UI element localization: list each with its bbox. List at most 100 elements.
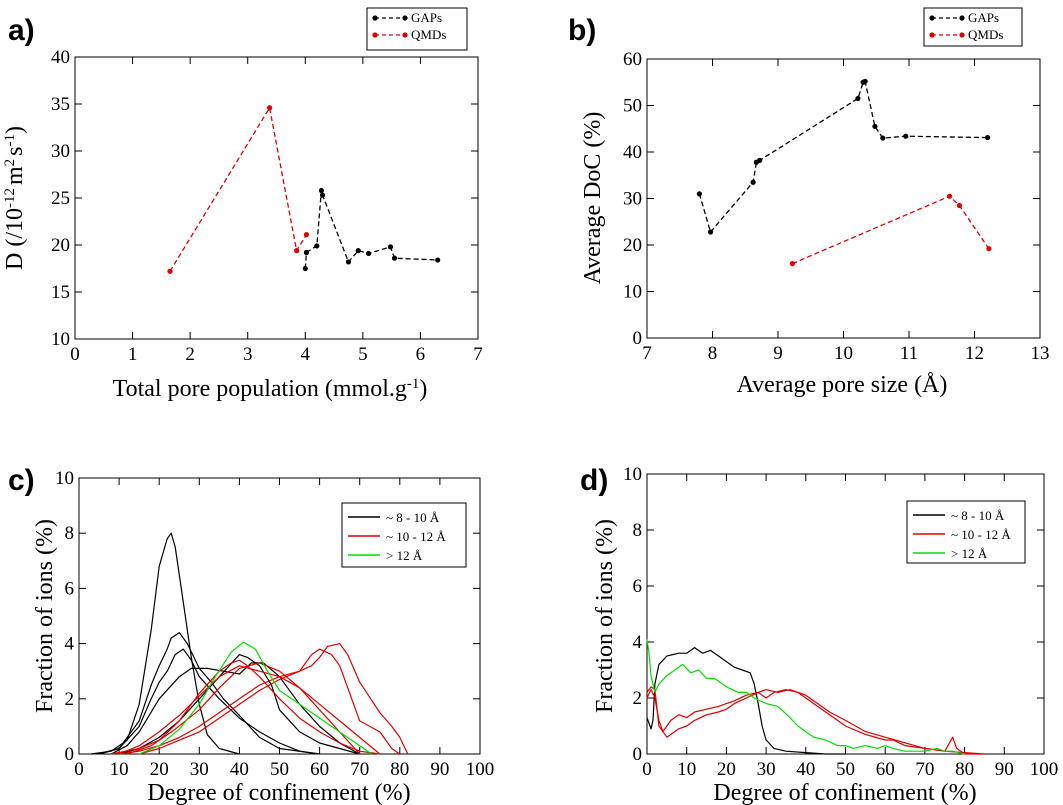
panel-a-legend-marker <box>372 32 378 38</box>
panel-c-ytick-label: 10 <box>55 468 74 489</box>
panel-a-ytick-label: 10 <box>51 329 70 350</box>
panel-b-legend-marker <box>959 32 965 38</box>
panel-a-series-qmds-line <box>169 106 307 272</box>
panel-d-xtick-label: 100 <box>1030 759 1059 780</box>
panel-b-ytick-label: 40 <box>623 142 642 163</box>
panel-b-xtick-label: 7 <box>642 343 652 364</box>
panel-c-ytick-label: 8 <box>65 523 75 544</box>
panel-d-xtick-label: 80 <box>955 759 974 780</box>
panel-a-xlabel: Total pore population (mmol.g-1) <box>113 376 428 402</box>
panel-d-xtick-label: 10 <box>677 759 696 780</box>
panel-a-legend-label: GAPs <box>411 10 442 25</box>
panel-b-series-gaps-point <box>757 157 763 163</box>
panel-a-series-gaps-point <box>302 265 308 272</box>
panel-a-series-gaps-point <box>387 244 394 250</box>
panel-c-curve-group-0 <box>118 653 360 755</box>
panel-c-legend-label: > 12 Å <box>386 548 423 563</box>
panel-c-ytick-label: 2 <box>65 689 75 710</box>
panel-c-curve-group-0 <box>98 648 320 755</box>
panel-b-series <box>696 78 992 267</box>
panel-c-xtick-label: 90 <box>430 759 449 780</box>
panel-a-series-qmds-point <box>167 268 173 274</box>
panel-d-xtick-label: 30 <box>757 759 776 780</box>
panel-d-xtick-label: 50 <box>836 759 855 780</box>
panel-d-ytick-label: 10 <box>623 464 642 485</box>
panel-b-frame <box>646 58 1041 339</box>
panel-d-xtick-label: 20 <box>717 759 736 780</box>
panel-c-xtick-label: 30 <box>190 759 209 780</box>
panel-a-xtick-label: 6 <box>416 344 426 365</box>
panel-a-xtick-label: 5 <box>358 344 368 365</box>
panel-a-legend-label: QMDs <box>411 27 446 42</box>
panel-c-xtick-label: 80 <box>390 759 409 780</box>
panel-c-series <box>90 532 409 755</box>
panel-b-xtick-label: 13 <box>1031 343 1050 364</box>
panel-b-series-qmds-line <box>792 195 990 265</box>
panel-b-legend-box <box>923 7 1023 47</box>
panel-c-xtick-label: 10 <box>110 759 129 780</box>
panel-d-curve-group-1 <box>646 688 985 755</box>
panel-c-xtick-label: 60 <box>310 759 329 780</box>
panel-d-ticks: 0 10 20 30 40 50 60 70 80 90 100 0 2 4 6 8 10 <box>623 464 1058 780</box>
panel-b-ytick-label: 0 <box>633 328 643 349</box>
panel-b-legend-marker <box>959 15 965 21</box>
panel-c-curve-group-1 <box>110 659 380 755</box>
panel-b-legend-label: GAPs <box>968 10 999 25</box>
panel-b-series-qmds-point <box>789 261 796 267</box>
panel-d-xlabel: Degree of confinement (%) <box>713 780 976 805</box>
panel-b-xtick-label: 10 <box>834 343 853 364</box>
panel-a-series-gaps-point <box>318 187 325 194</box>
panel-c-xtick-label: 70 <box>350 759 369 780</box>
panel-a-series-gaps-point <box>314 243 320 249</box>
panel-c-legend-box <box>341 502 467 568</box>
panel-a-series <box>167 105 441 274</box>
panel-c-legend: ~ 8 - 10 Å ~ 10 - 12 Å > 12 Å <box>341 502 467 568</box>
panel-a-series-gaps-point <box>303 249 310 256</box>
panel-c-curve-group-2 <box>138 641 373 755</box>
panel-b-ytick-label: 30 <box>623 189 642 210</box>
panel-d-ytick-label: 6 <box>633 576 643 597</box>
panel-b: b) 7 8 9 10 11 12 13 0 10 20 30 40 50 60 GAPs QMDs Ave… <box>568 7 1050 398</box>
panel-d-legend-label: ~ 8 - 10 Å <box>951 508 1005 523</box>
panel-b-series-gaps-point <box>880 135 886 141</box>
panel-c-ticks: 0 10 20 30 40 50 60 70 80 90 100 0 2 4 6 8 10 <box>55 468 494 780</box>
panel-c-xtick-label: 0 <box>74 759 84 780</box>
panel-b-xtick-label: 12 <box>965 343 984 364</box>
panel-b-ytick-label: 60 <box>623 49 642 70</box>
panel-d-ylabel: Fraction of ions (%) <box>592 519 618 713</box>
panel-c-curve-group-1 <box>118 665 381 755</box>
panel-a-series-gaps-point <box>391 255 398 261</box>
panel-b-ytick-label: 20 <box>623 235 642 256</box>
panel-b-series-qmds-point <box>956 202 963 209</box>
panel-b-series-gaps-point <box>707 229 714 235</box>
panel-b-xtick-label: 8 <box>708 343 718 364</box>
panel-a-series-gaps-point <box>345 259 352 265</box>
panel-b-ytick-label: 10 <box>623 282 642 303</box>
panel-a-series-qmds-point <box>266 105 273 111</box>
panel-c-ytick-label: 6 <box>65 578 75 599</box>
panel-b-xtick-label: 9 <box>773 343 783 364</box>
panel-b-series-gaps-point <box>855 95 861 102</box>
panel-c-curve-group-1 <box>139 642 409 755</box>
panel-c: c) 0 10 20 30 40 50 60 70 80 90 100 0 2 4 6 8 10 ~ 8 - 1… <box>8 464 494 805</box>
panel-a-ticks: 0 1 2 3 4 5 6 7 10 15 20 25 30 35 40 <box>51 47 483 365</box>
panel-b-legend-label: QMDs <box>968 27 1003 42</box>
panel-a-ytick-label: 30 <box>51 141 70 162</box>
panel-b-series-qmds-point <box>947 193 953 199</box>
panel-b-series-gaps-point <box>903 133 909 139</box>
panel-d-ytick-label: 0 <box>633 744 643 765</box>
panel-d-curve-group-2 <box>646 639 965 755</box>
panel-a-series-qmds-point <box>294 248 300 254</box>
panel-c-xtick-label: 20 <box>150 759 169 780</box>
panel-d-series <box>646 639 985 755</box>
panel-b-ticks: 7 8 9 10 11 12 13 0 10 20 30 40 50 60 <box>623 49 1050 364</box>
panel-a-letter: a) <box>8 14 35 47</box>
panel-b-series-gaps-line <box>698 80 988 234</box>
panel-a-legend-box <box>366 7 468 51</box>
panel-d-letter: d) <box>580 464 608 497</box>
panel-a-ytick-label: 20 <box>51 235 70 256</box>
panel-a-series-gaps-point <box>319 192 326 198</box>
panel-c-ylabel: Fraction of ions (%) <box>32 519 58 713</box>
panel-d-legend-label: > 12 Å <box>951 546 988 561</box>
